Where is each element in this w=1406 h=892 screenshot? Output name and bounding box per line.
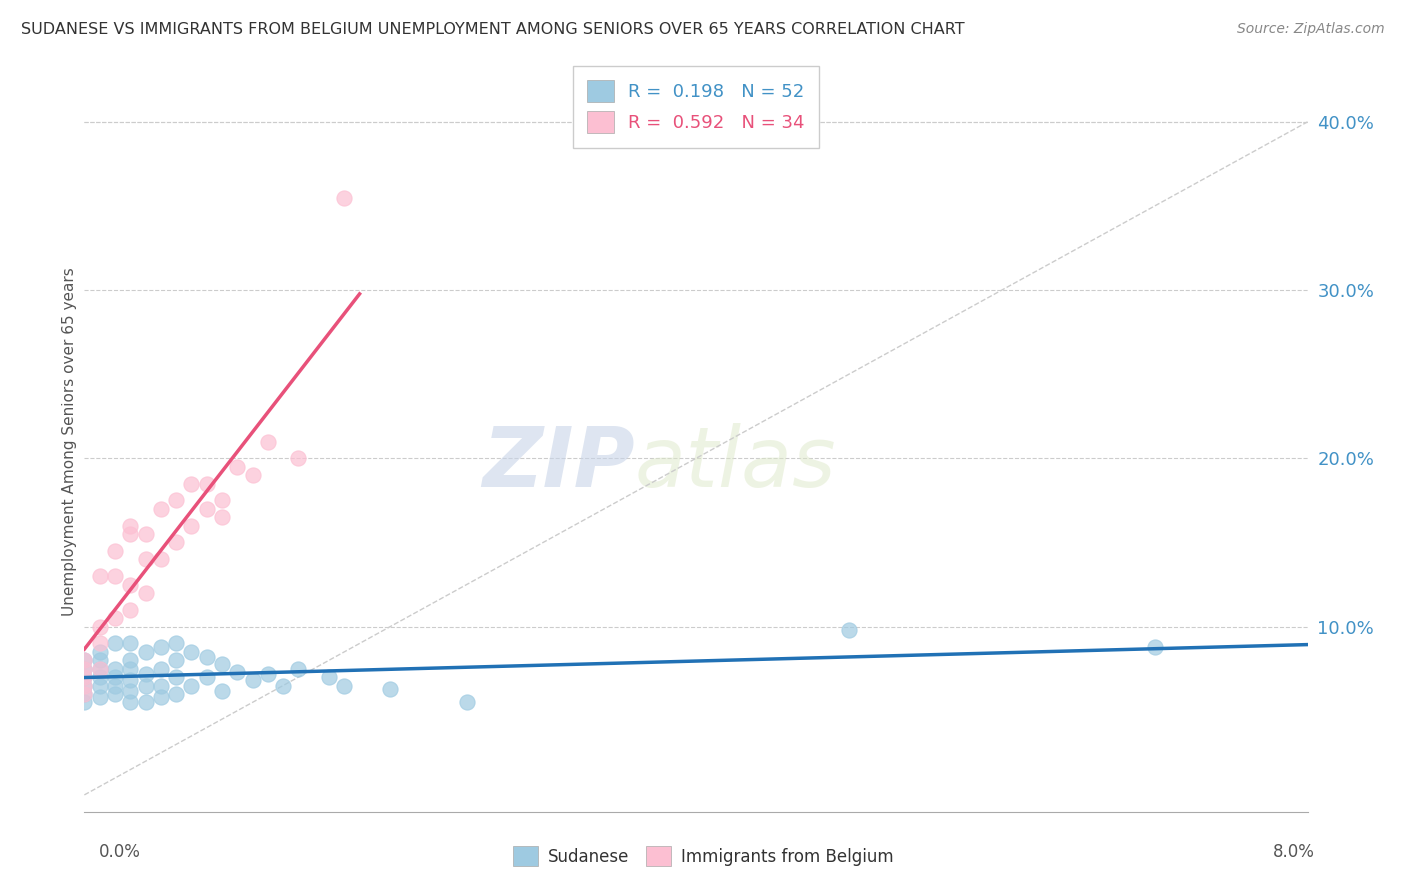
Point <box>135 695 157 709</box>
Point <box>73 687 96 701</box>
Point <box>165 535 187 549</box>
Point <box>73 670 96 684</box>
Point <box>120 662 142 676</box>
Point <box>165 493 187 508</box>
Point <box>89 690 111 705</box>
Point <box>180 645 202 659</box>
Point <box>73 662 96 676</box>
Point <box>195 501 218 516</box>
Point <box>226 459 249 474</box>
Point <box>104 636 127 650</box>
Point <box>89 662 111 676</box>
Point <box>104 670 127 684</box>
Point <box>211 683 233 698</box>
Point <box>211 493 233 508</box>
Point <box>333 679 356 693</box>
Point <box>73 653 96 667</box>
Point <box>211 657 233 671</box>
Legend: R =  0.198   N = 52, R =  0.592   N = 34: R = 0.198 N = 52, R = 0.592 N = 34 <box>572 66 820 147</box>
Text: 0.0%: 0.0% <box>98 843 141 861</box>
Point <box>120 603 142 617</box>
Point <box>242 468 264 483</box>
Point <box>318 670 340 684</box>
Point <box>838 623 860 637</box>
Legend: Sudanese, Immigrants from Belgium: Sudanese, Immigrants from Belgium <box>505 838 901 875</box>
Text: Source: ZipAtlas.com: Source: ZipAtlas.com <box>1237 22 1385 37</box>
Point <box>135 679 157 693</box>
Text: SUDANESE VS IMMIGRANTS FROM BELGIUM UNEMPLOYMENT AMONG SENIORS OVER 65 YEARS COR: SUDANESE VS IMMIGRANTS FROM BELGIUM UNEM… <box>21 22 965 37</box>
Point <box>73 670 96 684</box>
Point <box>165 653 187 667</box>
Point <box>89 636 111 650</box>
Point <box>195 649 218 664</box>
Point <box>180 476 202 491</box>
Point <box>135 645 157 659</box>
Point <box>195 476 218 491</box>
Point <box>257 666 280 681</box>
Point <box>149 679 172 693</box>
Point <box>149 662 172 676</box>
Point <box>73 653 96 667</box>
Point <box>135 666 157 681</box>
Point <box>73 695 96 709</box>
Point <box>104 662 127 676</box>
Point <box>104 544 127 558</box>
Point <box>195 670 218 684</box>
Point <box>149 552 172 566</box>
Point <box>135 552 157 566</box>
Point <box>180 518 202 533</box>
Point <box>120 653 142 667</box>
Text: ZIP: ZIP <box>482 423 636 504</box>
Point <box>380 681 402 696</box>
Point <box>89 619 111 633</box>
Point <box>73 662 96 676</box>
Point <box>73 687 96 701</box>
Point <box>257 434 280 449</box>
Y-axis label: Unemployment Among Seniors over 65 years: Unemployment Among Seniors over 65 years <box>62 268 77 615</box>
Point <box>89 645 111 659</box>
Point <box>120 695 142 709</box>
Point <box>242 673 264 688</box>
Point <box>89 569 111 583</box>
Point <box>89 662 111 676</box>
Point <box>165 670 187 684</box>
Point <box>287 451 309 466</box>
Point <box>104 569 127 583</box>
Point <box>149 690 172 705</box>
Point <box>89 670 111 684</box>
Point <box>456 695 478 709</box>
Point <box>104 679 127 693</box>
Point <box>211 510 233 524</box>
Text: 8.0%: 8.0% <box>1272 843 1315 861</box>
Point <box>89 653 111 667</box>
Point <box>104 687 127 701</box>
Point <box>226 665 249 679</box>
Point <box>120 683 142 698</box>
Point <box>120 518 142 533</box>
Point <box>1143 640 1166 654</box>
Point <box>149 501 172 516</box>
Point <box>135 527 157 541</box>
Point <box>165 687 187 701</box>
Point <box>149 640 172 654</box>
Point <box>120 527 142 541</box>
Point <box>73 679 96 693</box>
Point <box>135 586 157 600</box>
Point <box>73 679 96 693</box>
Point <box>180 679 202 693</box>
Point <box>333 190 356 204</box>
Text: atlas: atlas <box>636 423 837 504</box>
Point <box>104 611 127 625</box>
Point <box>120 673 142 688</box>
Point <box>165 636 187 650</box>
Point <box>120 577 142 591</box>
Point <box>271 679 294 693</box>
Point <box>287 662 309 676</box>
Point <box>89 679 111 693</box>
Point <box>120 636 142 650</box>
